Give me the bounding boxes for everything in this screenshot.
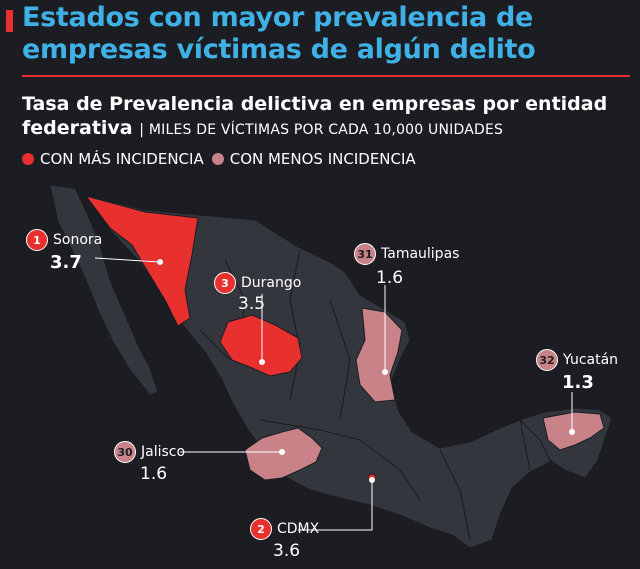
value-yucatan: 1.3 xyxy=(562,372,594,393)
label-tamaulipas: 31 Tamaulipas xyxy=(354,243,459,265)
state-name: Yucatán xyxy=(563,352,619,368)
label-cdmx: 2 CDMX xyxy=(250,518,319,540)
rank-badge: 30 xyxy=(114,441,136,463)
rank-badge: 1 xyxy=(26,229,48,251)
red-dot-icon xyxy=(22,153,34,165)
leader-line-cdmx xyxy=(298,480,373,531)
page-title: Estados con mayor prevalencia de empresa… xyxy=(22,2,536,65)
value-jalisco: 1.6 xyxy=(140,464,168,484)
label-yucatan: 32 Yucatán xyxy=(536,349,618,371)
rank-badge: 2 xyxy=(250,518,272,540)
map-subtitle: Tasa de Prevalencia delictiva en empresa… xyxy=(22,92,632,142)
title-accent-bar xyxy=(6,10,13,32)
state-name: Tamaulipas xyxy=(381,246,460,262)
rank-badge: 32 xyxy=(536,349,558,371)
unit-text: | MILES DE VÍCTIMAS POR CADA 10,000 UNID… xyxy=(139,122,504,138)
state-tamaulipas xyxy=(355,307,403,403)
state-name: CDMX xyxy=(277,521,320,537)
legend-item-less: CON MENOS INCIDENCIA xyxy=(211,150,416,168)
title-divider xyxy=(22,75,630,77)
mainland-mexico xyxy=(83,194,551,549)
value-sonora: 3.7 xyxy=(50,252,82,273)
leader-lines xyxy=(94,257,575,531)
rank-badge: 31 xyxy=(354,243,376,265)
legend-more-label: CON MÁS INCIDENCIA xyxy=(40,150,204,168)
value-cdmx: 3.6 xyxy=(273,541,301,561)
rank-badge: 3 xyxy=(214,272,236,294)
leader-line-sonora xyxy=(94,257,161,263)
subtitle-text: Tasa de Prevalencia delictiva en empresa… xyxy=(22,93,608,139)
state-name: Sonora xyxy=(53,232,103,248)
label-sonora: 1 Sonora xyxy=(26,229,102,251)
value-durango: 3.5 xyxy=(238,294,266,314)
legend-item-more: CON MÁS INCIDENCIA xyxy=(22,150,204,168)
baja-california-peninsula xyxy=(49,184,159,396)
pink-dot-icon xyxy=(211,153,224,165)
state-name: Jalisco xyxy=(141,444,186,460)
label-jalisco: 30 Jalisco xyxy=(114,441,185,463)
state-name: Durango xyxy=(241,275,302,291)
label-durango: 3 Durango xyxy=(214,272,301,294)
value-tamaulipas: 1.6 xyxy=(376,268,404,288)
state-durango xyxy=(219,314,303,377)
legend: CON MÁS INCIDENCIA CON MENOS INCIDENCIA xyxy=(22,150,424,168)
legend-less-label: CON MENOS INCIDENCIA xyxy=(229,150,416,168)
